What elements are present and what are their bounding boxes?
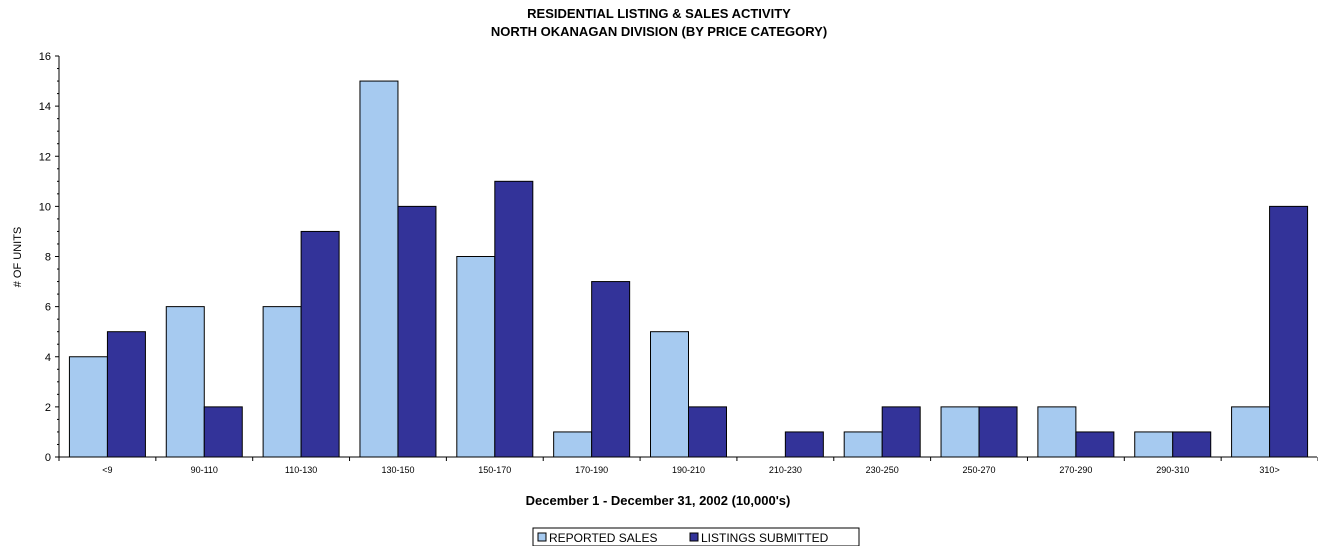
bar-listings-submitted [591, 281, 631, 458]
x-tick-label: 190-210 [672, 465, 705, 475]
bar-reported-sales [650, 331, 689, 458]
y-tick-label: 4 [45, 352, 51, 364]
chart-subtitle: NORTH OKANAGAN DIVISION (BY PRICE CATEGO… [491, 24, 827, 39]
legend-swatch-reported-sales [537, 532, 547, 542]
y-tick-label: 2 [45, 402, 51, 414]
bar-listings-submitted [978, 406, 1018, 458]
chart-title: RESIDENTIAL LISTING & SALES ACTIVITY [527, 6, 791, 21]
x-tick-label: 150-170 [478, 465, 511, 475]
y-tick-label: 6 [45, 302, 51, 314]
y-tick-label: 16 [39, 51, 51, 63]
category-labels: <9 90-110 110-130 130-150 150-170 170-190 190-… [102, 465, 1279, 475]
bar-reported-sales [940, 406, 980, 458]
x-tick-label: 270-290 [1059, 465, 1092, 475]
x-tick-label: 230-250 [866, 465, 899, 475]
y-tick-label: 0 [45, 452, 51, 464]
bar-listings-submitted [106, 331, 146, 458]
bar-listings-submitted [1075, 431, 1115, 458]
x-tick-label: 90-110 [191, 465, 218, 475]
bar-reported-sales [843, 431, 883, 458]
bar-reported-sales [262, 306, 302, 458]
bar-listings-submitted [688, 406, 727, 458]
bar-reported-sales [1037, 406, 1077, 458]
bar-listings-submitted [1172, 431, 1212, 458]
y-tick-label: 12 [39, 151, 51, 163]
bar-reported-sales [553, 431, 593, 458]
bar-reported-sales [1134, 431, 1174, 458]
x-tick-label: 290-310 [1156, 465, 1189, 475]
bar-reported-sales [68, 356, 108, 458]
x-tick-label: 130-150 [381, 465, 414, 475]
x-tick-label: 250-270 [963, 465, 996, 475]
x-tick-label: 310> [1259, 465, 1279, 475]
bar-listings-submitted [397, 205, 437, 458]
y-tick-label: 8 [45, 252, 51, 264]
x-tick-label: <9 [102, 465, 112, 475]
bar-listings-submitted [1269, 205, 1309, 458]
x-tick-label: 110-130 [285, 465, 317, 475]
bar-reported-sales [456, 256, 496, 458]
bar-listings-submitted [203, 406, 243, 458]
legend: REPORTED SALES LISTINGS SUBMITTED [532, 527, 860, 546]
x-tick-label: 210-230 [769, 465, 802, 475]
legend-label-listings-submitted: LISTINGS SUBMITTED [701, 531, 829, 545]
bar-reported-sales [1231, 406, 1271, 458]
x-axis-label: December 1 - December 31, 2002 (10,000's… [526, 493, 791, 508]
bar-listings-submitted [881, 406, 921, 458]
bar-reported-sales [165, 306, 205, 458]
y-tick-label: 14 [39, 101, 51, 113]
y-axis-label: # OF UNITS [12, 227, 24, 288]
legend-swatch-listings-submitted [689, 532, 699, 542]
x-tick-label: 170-190 [575, 465, 608, 475]
x-axis-ticks [58, 457, 1318, 461]
bar-listings-submitted [494, 180, 534, 458]
y-axis-ticks: 0 2 4 6 8 10 12 14 16 [39, 51, 59, 464]
y-tick-label: 10 [39, 201, 51, 213]
bar-reported-sales [359, 80, 399, 458]
bar-listings-submitted [784, 431, 824, 458]
bars-group [68, 80, 1309, 458]
bar-listings-submitted [300, 230, 340, 458]
legend-label-reported-sales: REPORTED SALES [549, 531, 657, 545]
